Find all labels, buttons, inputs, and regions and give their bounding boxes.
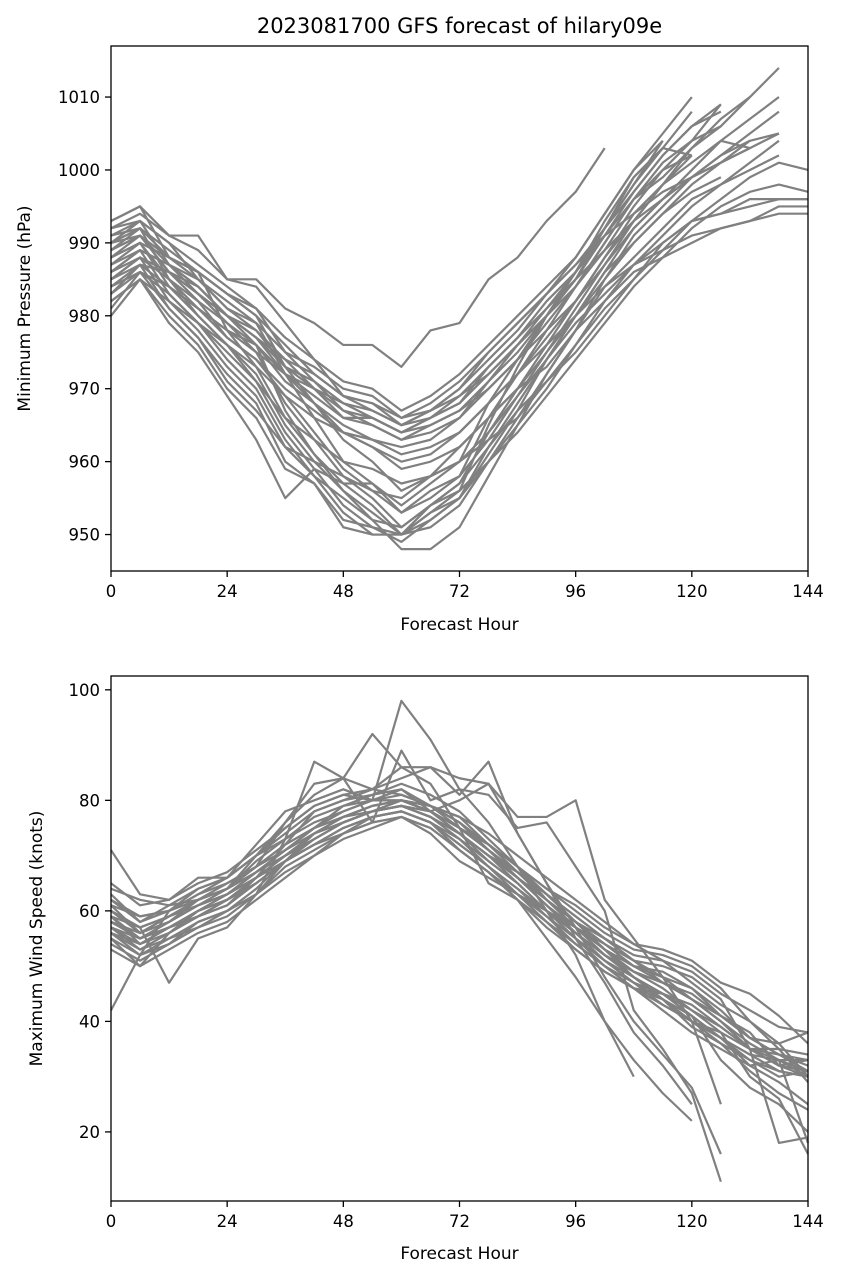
wind-y-axis-label: Maximum Wind Speed (knots) (27, 811, 47, 1067)
pressure-series-line-29 (110, 154, 693, 456)
pressure-series-line-2 (110, 67, 780, 514)
pressure-series-line-1 (110, 146, 693, 536)
wind-series-line-15 (110, 810, 809, 1111)
pressure-y-tick-label: 950 (69, 526, 101, 545)
pressure-x-tick-label: 96 (565, 582, 586, 601)
wind-x-tick-label: 0 (106, 1212, 117, 1231)
pressure-series-group (110, 67, 809, 551)
pressure-series-line-23 (110, 110, 722, 419)
wind-x-tick-label: 48 (333, 1212, 354, 1231)
pressure-series-line-19 (110, 147, 606, 368)
pressure-series-line-22 (110, 103, 722, 449)
pressure-y-tick-label: 980 (69, 307, 101, 326)
pressure-x-tick-label: 120 (676, 582, 708, 601)
wind-series-line-8 (110, 804, 809, 1078)
pressure-y-tick-label: 960 (69, 453, 101, 472)
wind-series-group (110, 699, 810, 1183)
wind-panel: Forecast Hour Maximum Wind Speed (knots)… (27, 675, 824, 1264)
chart-title: 2023081700 GFS forecast of hilary09e (257, 14, 662, 38)
wind-x-tick-label: 120 (676, 1212, 708, 1231)
wind-plot-frame (110, 675, 809, 1202)
pressure-y-tick-label: 1000 (58, 161, 100, 180)
pressure-x-tick-label: 24 (217, 582, 238, 601)
wind-series-line-6 (110, 782, 722, 1105)
wind-y-tick-label: 80 (79, 791, 100, 810)
wind-x-tick-label: 96 (565, 1212, 586, 1231)
pressure-series-line-30 (110, 176, 722, 471)
pressure-series-line-25 (110, 96, 693, 412)
wind-y-tick-label: 60 (79, 902, 100, 921)
pressure-y-tick-label: 1010 (58, 88, 100, 107)
pressure-series-line-9 (110, 139, 780, 536)
pressure-x-tick-label: 144 (792, 582, 824, 601)
pressure-series-line-14 (110, 198, 808, 507)
pressure-series-line-24 (110, 125, 722, 427)
wind-y-tick-label: 40 (79, 1012, 100, 1031)
pressure-x-tick-label: 48 (333, 582, 354, 601)
pressure-series-line-13 (110, 198, 808, 500)
pressure-series-line-28 (110, 140, 664, 427)
pressure-series-line-8 (110, 132, 780, 543)
wind-x-axis-label: Forecast Hour (400, 1244, 518, 1264)
pressure-series-line-16 (110, 212, 808, 463)
pressure-series-line-12 (110, 183, 809, 536)
wind-series-line-18 (110, 810, 809, 1155)
wind-x-tick-label: 24 (217, 1212, 238, 1231)
pressure-series-line-31 (110, 139, 751, 441)
wind-series-line-3 (110, 760, 693, 1105)
pressure-x-tick-label: 72 (449, 582, 470, 601)
wind-x-tick-label: 144 (792, 1212, 824, 1231)
wind-x-tick-label: 72 (449, 1212, 470, 1231)
wind-y-tick-label: 20 (79, 1123, 100, 1142)
pressure-series-line-10 (110, 154, 780, 536)
pressure-x-axis-label: Forecast Hour (400, 615, 518, 635)
wind-series-line-26 (110, 788, 809, 1045)
pressure-y-tick-label: 990 (69, 234, 101, 253)
wind-series-line-4 (110, 749, 722, 1183)
pressure-x-tick-label: 0 (106, 582, 117, 601)
pressure-series-line-26 (110, 147, 664, 419)
pressure-y-tick-label: 970 (69, 380, 101, 399)
wind-series-line-12 (110, 799, 809, 1106)
wind-series-line-17 (110, 799, 809, 1145)
wind-y-tick-label: 100 (69, 681, 101, 700)
pressure-y-axis-label: Minimum Pressure (hPa) (15, 205, 35, 411)
pressure-panel: Forecast Hour Minimum Pressure (hPa) 0 24… (15, 45, 824, 635)
wind-series-line-30 (110, 799, 809, 1078)
